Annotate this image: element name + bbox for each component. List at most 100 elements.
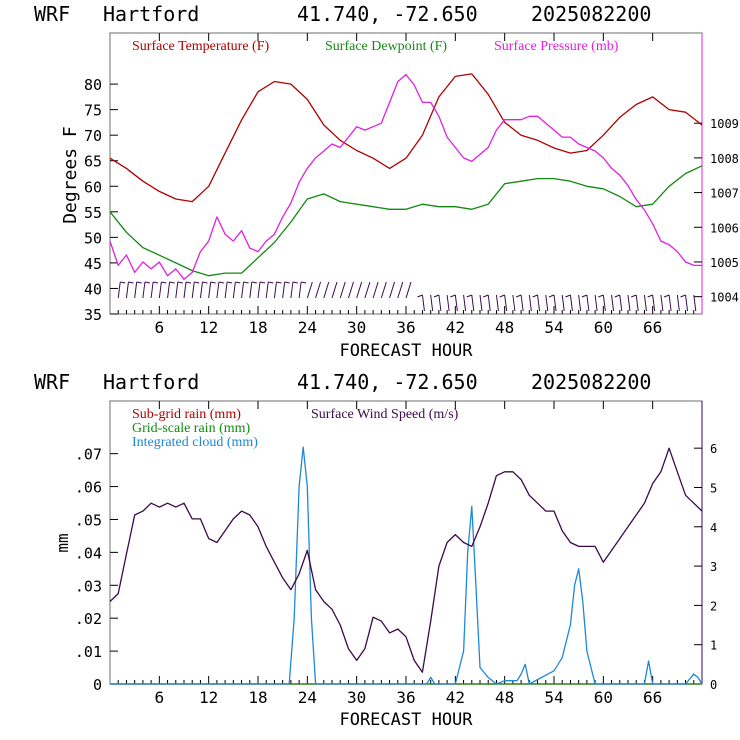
wind-barb-flag [417,294,423,298]
x-tick-label: 18 [248,318,267,337]
wind-barb [158,281,162,299]
wind-barb-flag [210,281,216,284]
wind-barb [611,294,615,312]
wind-barb [298,281,302,299]
x-tick-label: 6 [155,688,165,707]
chart1-header-model: WRF [34,2,70,26]
y2-tick-label: 1009 [710,117,739,131]
wind-barbs [117,281,697,312]
wind-barb [676,294,680,312]
wind-barb-flag [466,294,472,298]
wind-barb [150,281,154,299]
series-line-integrated-cloud-mm [110,446,703,685]
y-tick-label: .01 [75,643,102,661]
wind-barb [643,294,647,312]
wind-barb [167,281,171,299]
wind-barb [331,281,338,299]
wind-barb [306,281,313,299]
x-tick-label: 60 [594,318,613,337]
wind-barb-flag [548,294,555,298]
wind-barb [685,294,689,312]
wind-barb [504,294,508,312]
wind-barb [183,281,187,299]
chart1-legend-temperature: Surface Temperature (F) [132,39,269,54]
wind-barb-flag [631,294,637,298]
wind-barb [627,294,631,312]
wind-barb [364,281,371,299]
wind-barb [479,294,483,312]
chart1-x-axis-label: FORECAST HOUR [339,341,473,361]
series-line-surface-dewpoint-f [109,165,703,277]
wind-barb [537,294,541,312]
x-tick-label: 54 [544,688,563,707]
wind-barb [528,294,532,312]
x-tick-label: 48 [495,688,514,707]
x-tick-label: 6 [155,318,165,337]
chart1-header-coords: 41.740, -72.650 [297,2,478,26]
y-tick-label: .02 [75,610,102,628]
y-tick-label: 55 [84,204,102,222]
y2-tick-label: 1006 [710,221,739,235]
wind-barb [635,294,639,312]
wind-barb [438,294,442,312]
wind-barb [602,294,606,312]
y-tick-label: 70 [84,127,102,145]
chart2-header-coords: 41.740, -72.650 [297,370,478,394]
wind-barb-flag [614,294,620,298]
wind-barb-flag [144,281,150,284]
wind-barb-flag [218,281,224,284]
wind-barb [257,281,261,299]
wind-barb-flag [532,294,538,298]
wind-barb [282,281,286,299]
chart1-legend-pressure: Surface Pressure (mb) [494,39,619,54]
wind-barb-flag [515,294,522,298]
chart2-legend-wind: Surface Wind Speed (m/s) [311,407,459,422]
x-tick-label: 36 [396,688,415,707]
wind-barb [323,281,330,299]
y2-tick-label: 1007 [710,187,739,201]
series-line-surface-temperature-f [109,73,703,203]
y2-tick-label: 3 [710,560,717,574]
x-tick-label: 24 [298,688,317,707]
chart1-y-axis-label: Degrees F [60,126,81,224]
wind-barb-flag [202,281,208,284]
y-tick-label: .07 [75,446,102,464]
wind-barb-flag [194,281,200,284]
wind-barb [175,281,179,299]
wind-barb [561,294,565,312]
x-tick-label: 66 [643,688,662,707]
chart2-legend-cloud: Integrated cloud (mm) [132,435,258,450]
x-tick-label: 12 [199,318,218,337]
wind-barb-flag [128,281,134,284]
wind-barb [586,294,590,312]
y2-tick-label: 1008 [710,152,739,166]
wind-barb [652,294,656,312]
wind-barb-flag [259,281,266,284]
chart2-header-run: 2025082200 [531,370,651,394]
wind-barb [446,294,450,312]
x-tick-label: 48 [495,318,514,337]
wind-barb [578,294,582,312]
wind-barb-flag [483,294,489,298]
wind-barb-flag [120,281,126,284]
wind-barb [134,281,138,299]
x-tick-label: 24 [298,318,317,337]
wind-barb-flag [136,281,142,284]
chart2-series [109,446,703,685]
x-tick-label: 42 [446,688,465,707]
wind-barb-flag [301,281,307,284]
wind-barb [232,281,236,299]
chart2-x-axis-label: FORECAST HOUR [339,710,473,730]
wind-barb-flag [276,281,282,284]
chart2-header-model: WRF [34,370,70,394]
wind-barb [660,294,664,312]
wind-barb-flag [450,294,456,298]
chart2-legend-gridscale: Grid-scale rain (mm) [132,421,251,436]
wind-barb [389,281,396,299]
y2-tick-label: 2 [710,599,717,613]
chart1-header-station: Hartford [103,2,199,26]
wind-barb [471,294,475,312]
wind-barb-flag [227,281,233,284]
wind-barb [315,281,322,299]
